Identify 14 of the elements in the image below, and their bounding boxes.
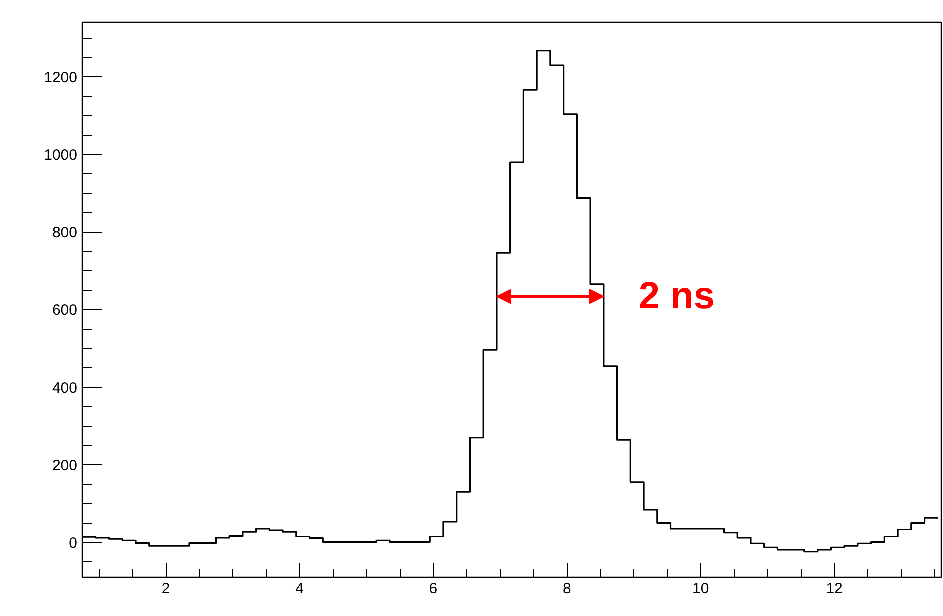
x-tick-label: 4 bbox=[296, 580, 304, 598]
x-tick-label: 8 bbox=[562, 580, 572, 598]
y-tick-label: 200 bbox=[52, 457, 78, 474]
y-tick-label: 800 bbox=[52, 224, 78, 242]
x-tick-label: 6 bbox=[429, 580, 438, 598]
y-tick-label: 400 bbox=[52, 380, 78, 397]
y-tick-label: 600 bbox=[52, 302, 78, 320]
y-tick-label: 0 bbox=[69, 535, 78, 552]
x-tick-label: 12 bbox=[826, 580, 843, 598]
x-tick-label: 2 bbox=[162, 580, 170, 598]
x-tick-label: 10 bbox=[692, 580, 710, 598]
annotation: 2 ns bbox=[638, 276, 715, 318]
y-tick-label: 1200 bbox=[44, 69, 78, 86]
y-tick-label: 1000 bbox=[44, 146, 78, 164]
